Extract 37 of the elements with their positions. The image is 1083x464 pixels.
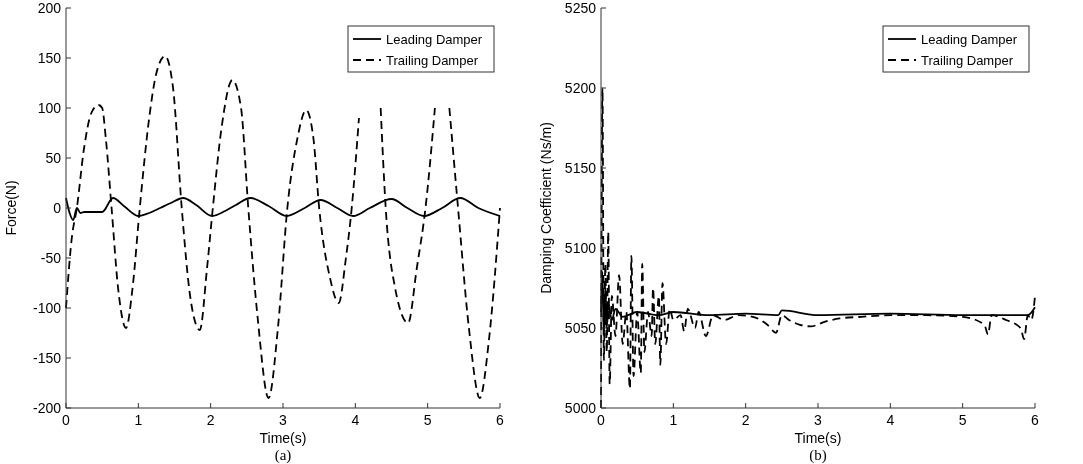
x-axis-title: Time(s)	[259, 430, 307, 446]
x-tick-label: 1	[669, 412, 678, 428]
x-tick-label: 4	[886, 412, 895, 428]
y-tick-label: 5050	[564, 320, 597, 336]
y-tick-label: 5200	[564, 80, 597, 96]
y-tick-label: 5150	[564, 160, 597, 176]
x-tick-label: 3	[814, 412, 823, 428]
y-tick-label: 5100	[564, 240, 597, 256]
y-tick-label: 200	[37, 0, 62, 16]
y-tick-label: 50	[45, 150, 62, 166]
x-tick-label: 4	[351, 412, 360, 428]
x-tick-label: 3	[279, 412, 288, 428]
y-tick-label: 150	[37, 50, 62, 66]
y-tick-label: -150	[32, 350, 62, 366]
text: (b)	[809, 447, 827, 464]
text: (a)	[274, 447, 292, 464]
x-tick-label: 5	[958, 412, 967, 428]
x-tick-label: 6	[496, 412, 505, 428]
y-tick-label: 100	[37, 100, 62, 116]
y-tick-label: 5250	[564, 0, 597, 16]
x-tick-label: 6	[1031, 412, 1040, 428]
legend-label: Leading Damper	[386, 32, 483, 47]
legend-label: Leading Damper	[921, 32, 1018, 47]
x-tick-label: 5	[423, 412, 432, 428]
x-axis-title: Time(s)	[794, 430, 842, 446]
y-tick-label: 0	[53, 200, 62, 216]
y-tick-label: -200	[32, 400, 62, 416]
x-tick-label: 2	[206, 412, 215, 428]
y-tick-label: -50	[40, 250, 62, 266]
y-axis-title: Damping Coefficient (Ns/m)	[538, 122, 554, 294]
legend-label: Trailing Damper	[921, 53, 1014, 68]
x-tick-label: 2	[741, 412, 750, 428]
y-tick-label: 5000	[564, 400, 597, 416]
x-tick-label: 1	[134, 412, 143, 428]
y-axis-title: Force(N)	[3, 180, 19, 236]
y-tick-label: -100	[32, 300, 62, 316]
legend-label: Trailing Damper	[386, 53, 479, 68]
